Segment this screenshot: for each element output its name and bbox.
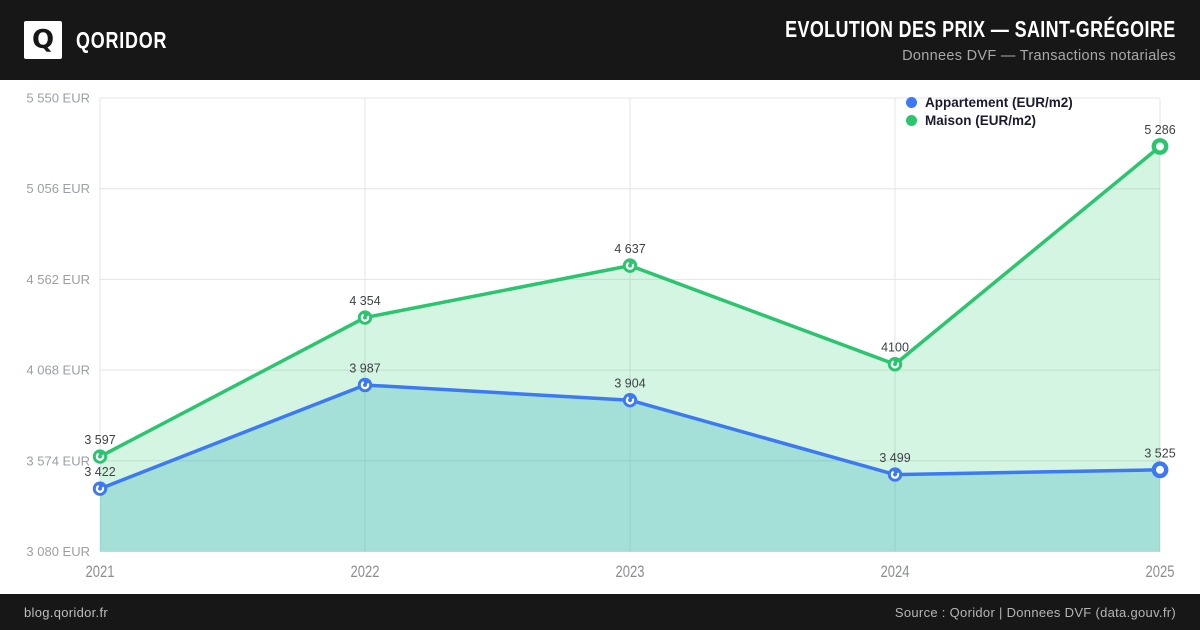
x-axis-tick-label: 2025 <box>1146 563 1175 581</box>
x-axis-tick-label: 2024 <box>881 563 910 581</box>
data-point-marker <box>622 258 638 273</box>
point-value-label: 3 422 <box>84 465 115 479</box>
page-subtitle: Donnees DVF — Transactions notariales <box>902 48 1176 64</box>
legend-dot-icon <box>906 115 917 126</box>
chart-legend: Appartement (EUR/m2) Maison (EUR/m2) <box>906 95 1073 128</box>
legend-item: Maison (EUR/m2) <box>906 113 1073 128</box>
y-axis-tick-label: 5 550 EUR <box>26 91 90 106</box>
point-value-label: 3 987 <box>349 361 380 375</box>
point-value-label: 3 904 <box>614 377 645 391</box>
page-title: EVOLUTION DES PRIX — SAINT-GRÉGOIRE <box>785 16 1176 42</box>
data-point-marker <box>92 481 108 496</box>
header: Q QORIDOR EVOLUTION DES PRIX — SAINT-GRÉ… <box>0 0 1200 80</box>
header-titles: EVOLUTION DES PRIX — SAINT-GRÉGOIRE Donn… <box>675 16 1176 64</box>
marker-c-glyph <box>360 313 370 322</box>
marker-c-glyph <box>360 380 370 390</box>
brand-name: QORIDOR <box>76 26 168 53</box>
area-fill <box>100 146 1160 552</box>
legend-dot-icon <box>906 97 917 108</box>
qoridor-logo-icon: Q <box>24 21 62 59</box>
footer: blog.qoridor.fr Source : Qoridor | Donne… <box>0 594 1200 630</box>
data-point-marker <box>357 310 373 325</box>
point-value-label: 4 637 <box>614 242 645 256</box>
point-value-label: 4100 <box>881 341 909 355</box>
chart-area: 3 422 3 987 3 904 3 499 3 525 3 597 4 354 4 637… <box>0 80 1200 594</box>
point-value-label: 3 499 <box>879 451 910 465</box>
data-point-marker <box>1151 138 1169 155</box>
footer-blog-url: blog.qoridor.fr <box>24 604 108 620</box>
data-point-marker <box>887 467 903 482</box>
marker-c-glyph <box>890 470 900 479</box>
y-axis-tick-label: 4 068 EUR <box>26 363 90 378</box>
point-value-label: 5 286 <box>1144 123 1175 137</box>
data-point-marker <box>92 449 108 464</box>
footer-source: Source : Qoridor | Donnees DVF (data.gou… <box>894 604 1176 620</box>
point-value-label: 3 597 <box>84 433 115 447</box>
x-axis-tick-label: 2022 <box>351 563 380 581</box>
marker-c-glyph <box>625 395 635 405</box>
legend-item: Appartement (EUR/m2) <box>906 95 1073 110</box>
legend-label: Appartement (EUR/m2) <box>925 95 1073 110</box>
logo-letter: Q <box>31 25 55 55</box>
x-axis-tick-label: 2021 <box>86 563 115 581</box>
y-axis-tick-label: 5 056 EUR <box>26 181 90 196</box>
point-value-label: 4 354 <box>349 294 380 308</box>
point-value-label: 3 525 <box>1144 446 1175 460</box>
data-point-marker <box>622 393 638 408</box>
area-fill <box>100 384 1160 552</box>
marker-c-glyph <box>890 359 900 369</box>
y-axis-tick-label: 4 562 EUR <box>26 272 90 287</box>
y-axis-tick-label: 3 080 EUR <box>26 544 90 559</box>
data-point-marker <box>1151 461 1169 479</box>
legend-label: Maison (EUR/m2) <box>925 113 1037 128</box>
price-evolution-chart: 3 422 3 987 3 904 3 499 3 525 3 597 4 354 4 637… <box>26 91 1175 582</box>
y-axis-tick-label: 3 574 EUR <box>26 453 90 468</box>
x-axis-tick-label: 2023 <box>616 563 645 581</box>
data-point-marker <box>357 377 373 393</box>
data-point-marker <box>887 357 903 372</box>
